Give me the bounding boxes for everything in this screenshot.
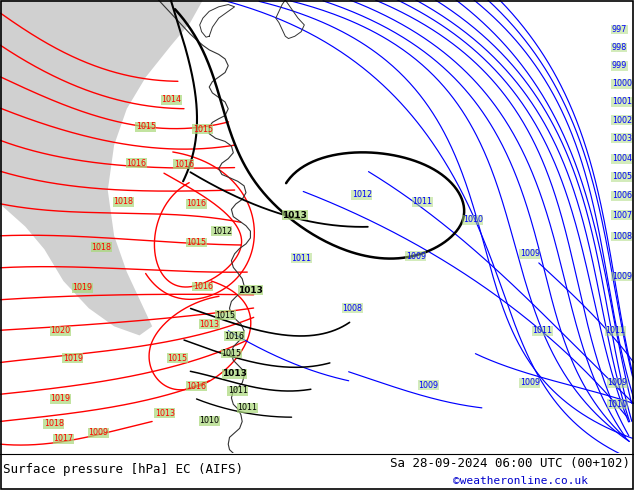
- Text: 1016: 1016: [174, 160, 194, 169]
- Text: 1015: 1015: [215, 311, 235, 319]
- Polygon shape: [0, 0, 203, 335]
- Text: 1011: 1011: [412, 197, 432, 206]
- Text: 1011: 1011: [605, 326, 626, 335]
- Text: Sa 28-09-2024 06:00 UTC (00+102): Sa 28-09-2024 06:00 UTC (00+102): [390, 457, 630, 470]
- Text: 1003: 1003: [612, 134, 632, 143]
- Text: 1011: 1011: [533, 326, 553, 335]
- Text: 1009: 1009: [607, 378, 628, 388]
- Text: 1015: 1015: [136, 122, 156, 131]
- Text: 1016: 1016: [224, 332, 245, 341]
- Text: 1009: 1009: [418, 381, 439, 390]
- Text: 1019: 1019: [50, 394, 70, 403]
- Text: 1009: 1009: [520, 249, 540, 258]
- Text: 1016: 1016: [186, 199, 207, 208]
- Text: 1001: 1001: [612, 98, 632, 106]
- Text: 1011: 1011: [228, 386, 248, 395]
- Text: 1010: 1010: [463, 215, 483, 224]
- Text: 1014: 1014: [161, 95, 181, 104]
- Text: 1011: 1011: [292, 254, 312, 263]
- Text: 1015: 1015: [193, 124, 213, 134]
- Text: 1015: 1015: [186, 238, 207, 247]
- Text: 1013: 1013: [282, 211, 307, 220]
- Text: 1009: 1009: [406, 251, 426, 261]
- Text: 1013: 1013: [222, 369, 247, 378]
- Text: 1019: 1019: [72, 283, 93, 293]
- Text: 1009: 1009: [520, 378, 540, 388]
- Text: 1002: 1002: [612, 116, 632, 124]
- Text: 1004: 1004: [612, 154, 632, 163]
- Text: 1008: 1008: [342, 304, 363, 313]
- Text: Surface pressure [hPa] EC (AIFS): Surface pressure [hPa] EC (AIFS): [3, 463, 243, 476]
- Text: 1010: 1010: [199, 416, 219, 425]
- Text: 1019: 1019: [63, 354, 83, 363]
- Text: 1015: 1015: [221, 349, 242, 358]
- Text: 1018: 1018: [44, 419, 64, 428]
- Text: 998: 998: [612, 43, 627, 52]
- Text: 1017: 1017: [53, 434, 74, 443]
- Text: 1011: 1011: [237, 403, 257, 413]
- Text: 1008: 1008: [612, 232, 632, 241]
- Text: 1007: 1007: [612, 211, 632, 220]
- Text: 1005: 1005: [612, 172, 632, 181]
- Text: 1016: 1016: [126, 159, 146, 168]
- Text: ©weatheronline.co.uk: ©weatheronline.co.uk: [453, 476, 588, 486]
- Text: 999: 999: [612, 61, 627, 70]
- Text: 1018: 1018: [113, 197, 134, 206]
- Text: 1013: 1013: [199, 319, 219, 329]
- Text: 1016: 1016: [186, 382, 207, 391]
- Text: 1013: 1013: [238, 286, 263, 294]
- Text: 1012: 1012: [212, 227, 232, 236]
- Text: 1010: 1010: [607, 400, 628, 409]
- Text: 1018: 1018: [91, 243, 112, 251]
- Text: 1016: 1016: [193, 282, 213, 291]
- Text: 1013: 1013: [155, 409, 175, 418]
- Text: 1020: 1020: [50, 326, 70, 335]
- Text: 1015: 1015: [167, 354, 188, 363]
- Text: 1009: 1009: [612, 272, 632, 281]
- Text: 1006: 1006: [612, 191, 632, 200]
- Text: 1009: 1009: [88, 428, 108, 438]
- Text: 997: 997: [612, 25, 627, 34]
- Text: 1000: 1000: [612, 79, 632, 88]
- Text: 1012: 1012: [352, 191, 372, 199]
